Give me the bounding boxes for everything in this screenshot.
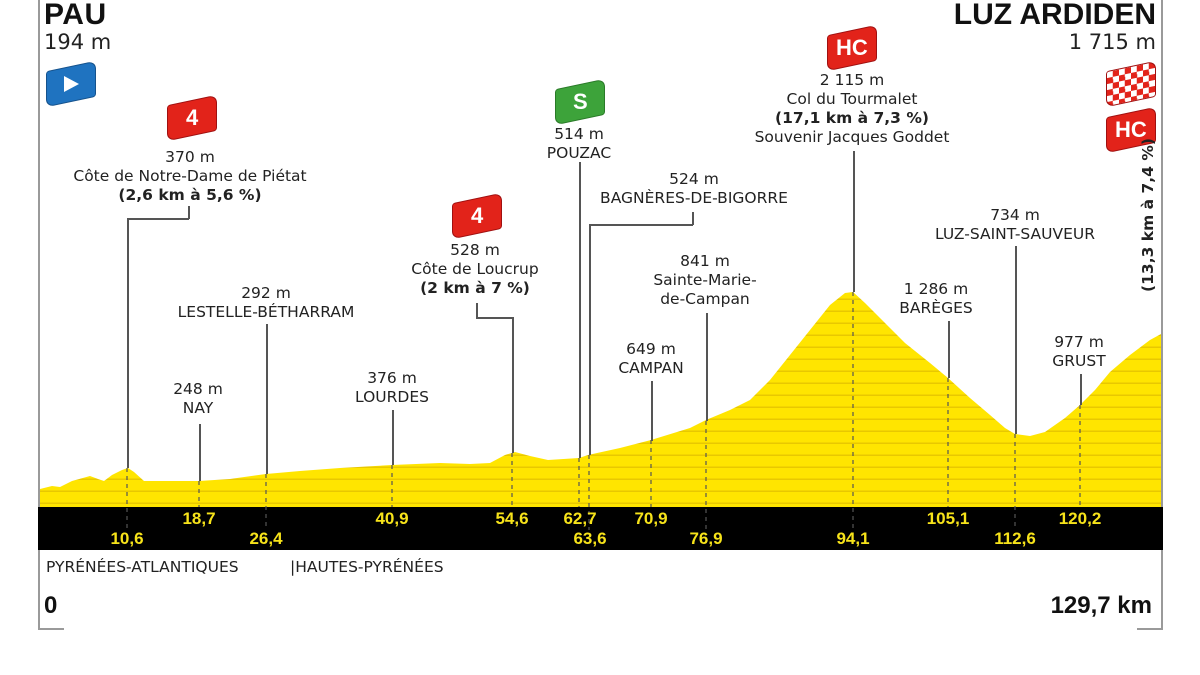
km-lestelle: 26,4 — [249, 529, 283, 548]
leader-lourdes — [392, 410, 394, 465]
leader-luz-st-sauveur — [1015, 246, 1017, 434]
department-hautes-pyrenees: |HAUTES-PYRÉNÉES — [290, 558, 444, 576]
leader-bareges — [948, 321, 950, 378]
profile-area — [40, 292, 1161, 507]
finish-town: LUZ ARDIDEN — [953, 0, 1156, 31]
km-luz-st-sauveur: 112,6 — [994, 529, 1036, 548]
km-loucrup: 54,6 — [495, 509, 529, 528]
km-sainte-marie: 76,9 — [689, 529, 723, 548]
label-campan: 649 m CAMPAN — [618, 340, 684, 377]
km-lourdes: 40,9 — [375, 509, 409, 528]
leader-bagneres-h — [589, 224, 693, 226]
leader-notre-dame-h — [127, 218, 189, 220]
distance-end: 129,7 km — [1050, 592, 1152, 619]
finish-altitude: 1 715 m — [1068, 30, 1156, 54]
km-bareges: 105,1 — [926, 509, 970, 528]
leader-pouzac — [579, 162, 581, 458]
frame-right-border — [1161, 0, 1163, 630]
label-notre-dame: 370 m Côte de Notre-Dame de Piétat (2,6 … — [73, 148, 307, 204]
km-tourmalet: 94,1 — [836, 529, 870, 548]
km-grust: 120,2 — [1058, 509, 1102, 528]
label-lestelle: 292 m LESTELLE-BÉTHARRAM — [177, 284, 355, 321]
km-campan: 70,9 — [634, 509, 668, 528]
km-nay: 18,7 — [182, 509, 216, 528]
label-bareges: 1 286 m BARÈGES — [899, 280, 973, 317]
leader-notre-dame — [127, 218, 129, 468]
label-tourmalet: 2 115 m Col du Tourmalet (17,1 km à 7,3 … — [754, 71, 950, 146]
km-notre-dame: 10,6 — [110, 529, 144, 548]
frame-corner-bottom-left — [38, 628, 64, 630]
start-town: PAU — [44, 0, 107, 31]
leader-bagneres-top — [692, 212, 694, 225]
leader-lestelle — [266, 324, 268, 474]
label-nay: 248 m NAY — [173, 380, 223, 417]
leader-campan — [651, 381, 653, 441]
label-loucrup: 528 m Côte de Loucrup (2 km à 7 %) — [411, 241, 539, 297]
leader-loucrup — [512, 317, 514, 453]
leader-nay — [199, 424, 201, 481]
distance-start: 0 — [44, 592, 58, 619]
leader-grust — [1080, 374, 1082, 405]
leader-sainte-marie — [706, 313, 708, 421]
label-pouzac: 514 m POUZAC — [546, 125, 612, 162]
start-flag-icon — [46, 60, 96, 108]
frame-left-border — [38, 0, 40, 630]
label-lourdes: 376 m LOURDES — [355, 369, 429, 406]
leader-loucrup-h — [476, 317, 513, 319]
label-bagneres: 524 m BAGNÈRES-DE-BIGORRE — [600, 170, 788, 207]
km-bagneres: 63,6 — [573, 529, 607, 548]
leader-bagneres — [589, 224, 591, 455]
leader-tourmalet — [853, 151, 855, 292]
km-bar — [38, 507, 1163, 550]
label-sainte-marie: 841 m Sainte-Marie- de-Campan — [653, 252, 757, 308]
leader-loucrup-top — [476, 303, 478, 318]
leader-notre-dame-top — [188, 206, 190, 219]
km-pouzac: 62,7 — [563, 509, 597, 528]
department-pyrenees-atlantiques: PYRÉNÉES-ATLANTIQUES — [46, 558, 239, 576]
label-luz-st-sauveur: 734 m LUZ-SAINT-SAUVEUR — [935, 206, 1095, 243]
start-altitude: 194 m — [44, 30, 112, 54]
frame-corner-bottom-right — [1137, 628, 1163, 630]
label-grust: 977 m GRUST — [1052, 333, 1106, 370]
